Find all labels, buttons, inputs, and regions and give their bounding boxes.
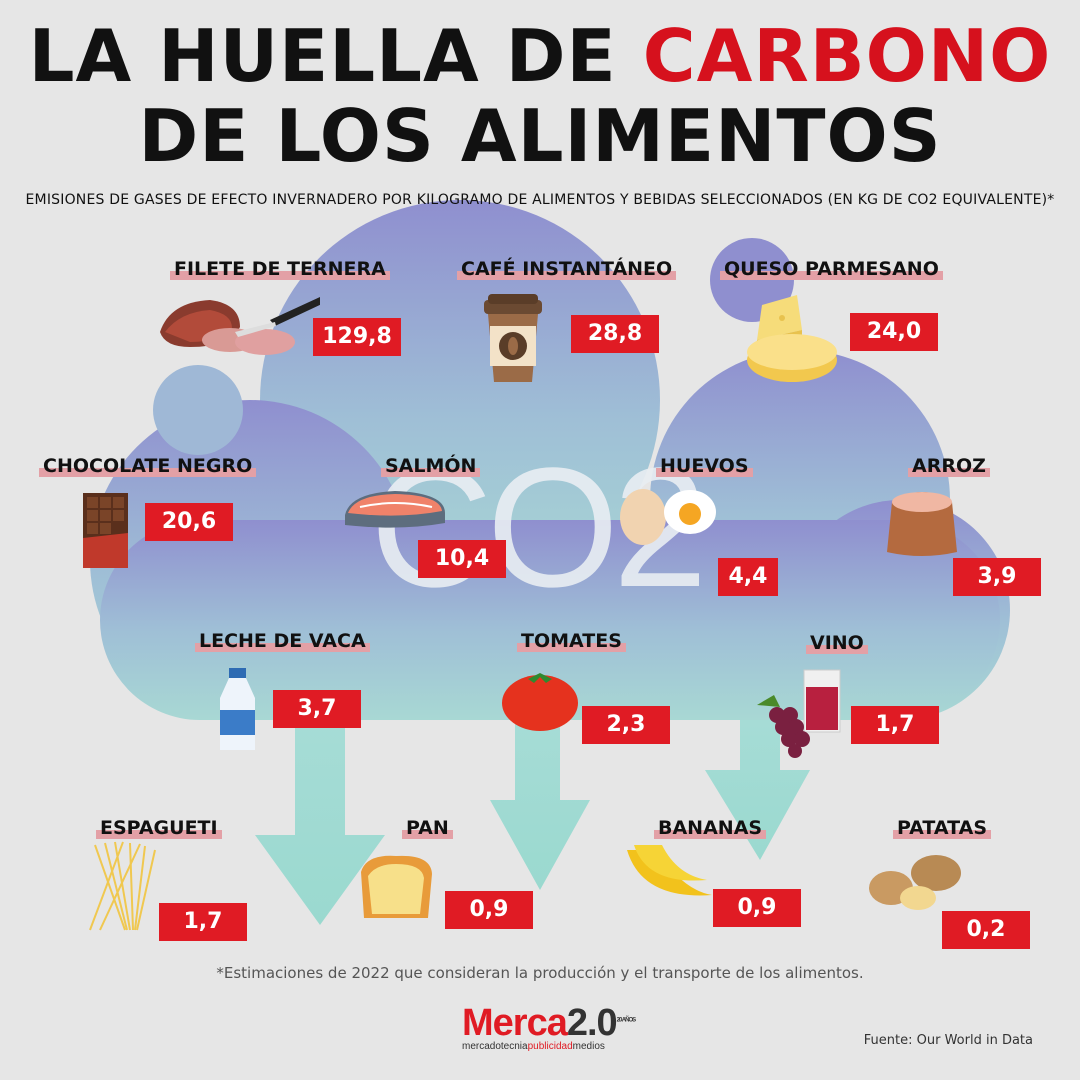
label-tomates: TOMATES bbox=[517, 630, 626, 652]
label-espagueti: ESPAGUETI bbox=[96, 817, 222, 839]
label-chocolate-negro: CHOCOLATE NEGRO bbox=[39, 455, 257, 477]
value-leche-de-vaca: 3,7 bbox=[273, 690, 361, 728]
page-title-line2: DE LOS ALIMENTOS bbox=[138, 94, 942, 178]
arrows-down bbox=[255, 720, 810, 925]
page-title-line1: LA HUELLA DE CARBONO bbox=[28, 14, 1052, 98]
wine-grapes-icon bbox=[752, 665, 847, 764]
value-vino: 1,7 bbox=[851, 706, 939, 744]
salmon-steak-icon bbox=[340, 485, 450, 539]
label-pan: PAN bbox=[402, 817, 453, 839]
merca-logo: Merca2.020 AÑOS mercadotecniapublicidadm… bbox=[462, 1002, 636, 1052]
title-accent-word: CARBONO bbox=[642, 14, 1052, 98]
rice-sack-icon bbox=[882, 482, 962, 561]
label-cafe-instantaneo: CAFÉ INSTANTÁNEO bbox=[457, 258, 677, 280]
label-bananas: BANANAS bbox=[654, 817, 767, 839]
source-note: Fuente: Our World in Data bbox=[863, 1033, 1033, 1048]
label-leche-de-vaca: LECHE DE VACA bbox=[195, 630, 370, 652]
value-chocolate-negro: 20,6 bbox=[145, 503, 233, 541]
bananas-icon bbox=[622, 840, 717, 919]
cloud-bubble-left bbox=[153, 365, 243, 455]
value-cafe-instantaneo: 28,8 bbox=[571, 315, 659, 353]
value-espagueti: 1,7 bbox=[159, 903, 247, 941]
value-salmon: 10,4 bbox=[418, 540, 506, 578]
label-vino: VINO bbox=[806, 632, 868, 654]
footnote: *Estimaciones de 2022 que consideran la … bbox=[216, 964, 864, 982]
value-pan: 0,9 bbox=[445, 891, 533, 929]
label-huevos: HUEVOS bbox=[656, 455, 753, 477]
milk-bottle-icon bbox=[215, 668, 260, 757]
label-arroz: ARROZ bbox=[908, 455, 990, 477]
tomato-icon bbox=[500, 663, 580, 737]
value-arroz: 3,9 bbox=[953, 558, 1041, 596]
eggs-icon bbox=[618, 482, 718, 551]
coffee-cup-icon bbox=[478, 292, 548, 391]
label-queso-parmesano: QUESO PARMESANO bbox=[720, 258, 943, 280]
beef-steak-icon bbox=[150, 292, 322, 361]
chocolate-bar-icon bbox=[78, 488, 133, 577]
value-patatas: 0,2 bbox=[942, 911, 1030, 949]
value-tomates: 2,3 bbox=[582, 706, 670, 744]
cheese-icon bbox=[742, 290, 842, 389]
value-huevos: 4,4 bbox=[718, 558, 778, 596]
value-filete-de-ternera: 129,8 bbox=[313, 318, 401, 356]
value-queso-parmesano: 24,0 bbox=[850, 313, 938, 351]
bread-icon bbox=[356, 852, 436, 926]
label-patatas: PATATAS bbox=[893, 817, 991, 839]
label-salmon: SALMÓN bbox=[381, 455, 481, 477]
value-bananas: 0,9 bbox=[713, 889, 801, 927]
potatoes-icon bbox=[866, 848, 966, 917]
label-filete-de-ternera: FILETE DE TERNERA bbox=[170, 258, 390, 280]
chart-subtitle: EMISIONES DE GASES DE EFECTO INVERNADERO… bbox=[25, 192, 1055, 208]
spaghetti-icon bbox=[85, 840, 160, 939]
